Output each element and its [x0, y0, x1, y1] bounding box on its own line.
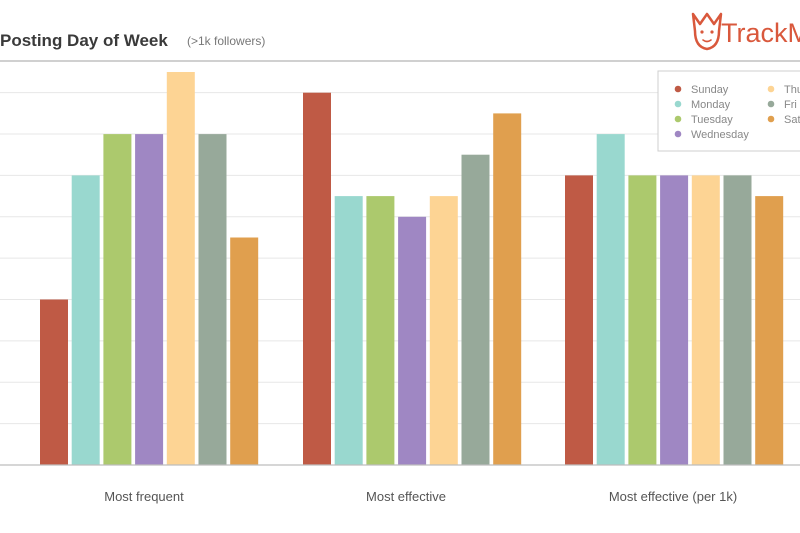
- bar-fri-1: [198, 134, 227, 465]
- legend-box: [657, 70, 800, 152]
- bar-sunday-3: [565, 175, 593, 465]
- chart-subtitle: (>1k followers): [187, 34, 265, 48]
- bar-sat-1: [230, 237, 259, 465]
- legend-swatch: [674, 85, 682, 93]
- category-label: Most effective (per 1k): [609, 489, 737, 504]
- bar-sat-2: [493, 113, 522, 466]
- brand-name: TrackM: [721, 18, 800, 48]
- legend-swatch: [674, 100, 682, 108]
- bar-sunday-2: [303, 92, 331, 465]
- legend: Sunday Monday Tuesday Wednesday Thu Fri …: [657, 70, 800, 152]
- bar-tuesday-2: [366, 196, 395, 465]
- bar-wednesday-3: [660, 175, 689, 465]
- bar-thu-3: [691, 175, 720, 465]
- legend-swatch: [674, 130, 682, 138]
- legend-label: Monday: [691, 99, 731, 111]
- category-label: Most frequent: [104, 489, 184, 504]
- category-label: Most effective: [366, 489, 446, 504]
- bar-fri-2: [461, 154, 490, 465]
- bar-monday-1: [71, 175, 100, 465]
- bars: [40, 72, 784, 466]
- bar-sat-3: [755, 196, 784, 465]
- legend-label: Sunday: [691, 84, 729, 96]
- bar-monday-2: [334, 196, 363, 465]
- bar-thu-1: [166, 72, 195, 465]
- bar-tuesday-3: [628, 175, 657, 465]
- legend-swatch: [767, 115, 775, 123]
- legend-label: Tuesday: [691, 114, 733, 126]
- legend-label: Sat: [784, 114, 800, 126]
- brand-logo: TrackM: [691, 12, 800, 51]
- legend-items: Sunday Monday Tuesday Wednesday Thu Fri …: [674, 84, 800, 141]
- legend-swatch: [767, 85, 775, 93]
- category-labels: Most frequent Most effective Most effect…: [104, 489, 737, 504]
- bar-fri-3: [723, 175, 752, 465]
- legend-swatch: [767, 100, 775, 108]
- bar-sunday-1: [40, 299, 68, 465]
- legend-label: Thu: [784, 84, 800, 96]
- legend-label: Wednesday: [691, 129, 749, 141]
- bar-wednesday-1: [135, 134, 164, 465]
- bar-monday-3: [596, 134, 625, 465]
- legend-swatch: [674, 115, 682, 123]
- legend-label: Fri: [784, 99, 797, 111]
- bar-thu-2: [429, 196, 458, 465]
- chart-title: Posting Day of Week: [0, 31, 168, 50]
- corgi-logo-icon: [691, 12, 723, 51]
- bar-wednesday-2: [398, 216, 427, 465]
- bar-tuesday-1: [103, 134, 132, 465]
